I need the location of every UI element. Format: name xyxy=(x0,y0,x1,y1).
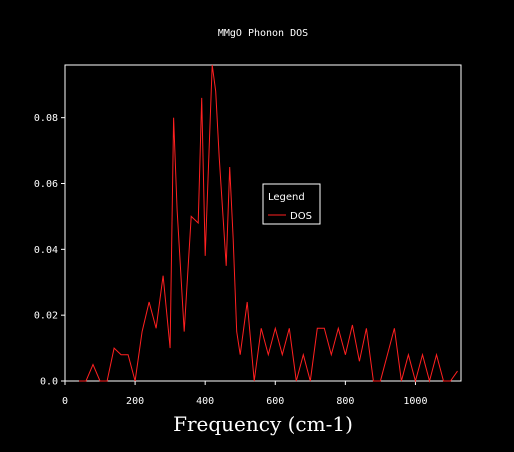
legend: Legend DOS xyxy=(262,183,321,225)
y-tick-label: 0.04 xyxy=(34,245,58,256)
x-tick-label: 600 xyxy=(266,396,284,407)
x-axis-label: Frequency (cm-1) xyxy=(173,412,353,436)
x-tick-label: 0 xyxy=(62,396,68,407)
series-group xyxy=(79,64,458,383)
y-tick-label: 0.0 xyxy=(40,377,58,388)
x-tick-label: 400 xyxy=(196,396,214,407)
plot-frame xyxy=(64,64,462,382)
y-tick-label: 0.02 xyxy=(34,311,58,322)
y-tick-label: 0.06 xyxy=(34,179,58,190)
x-tick-label: 200 xyxy=(126,396,144,407)
series-line-dos xyxy=(79,64,458,383)
y-axis: 0.0 0.02 0.04 0.06 0.08 xyxy=(34,113,65,388)
chart-title: MMgO Phonon DOS xyxy=(218,28,308,39)
legend-title: Legend xyxy=(268,192,305,203)
x-tick-label: 1000 xyxy=(403,396,427,407)
y-tick-label: 0.08 xyxy=(34,113,58,124)
legend-box xyxy=(262,183,321,225)
x-axis: 0 200 400 600 800 1000 xyxy=(62,381,427,407)
legend-entry-dos: DOS xyxy=(290,211,312,222)
x-tick-label: 800 xyxy=(336,396,354,407)
